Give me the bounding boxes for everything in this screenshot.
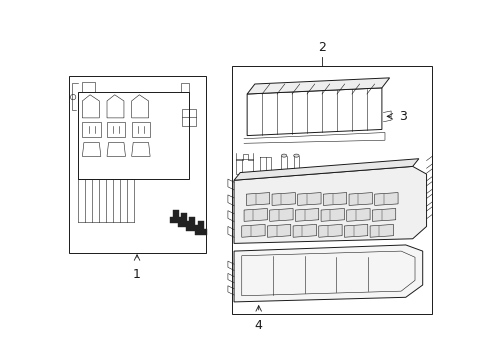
Bar [231, 66, 431, 314]
Polygon shape [244, 208, 267, 221]
Polygon shape [344, 224, 367, 237]
Polygon shape [271, 193, 295, 206]
Bar [68, 76, 205, 253]
Polygon shape [234, 245, 422, 302]
Polygon shape [348, 193, 372, 206]
Text: 2: 2 [317, 41, 325, 54]
Ellipse shape [281, 154, 286, 157]
Bar [235, 159, 252, 174]
Text: 4: 4 [254, 319, 262, 332]
Ellipse shape [293, 174, 299, 177]
Polygon shape [185, 217, 198, 231]
Polygon shape [369, 224, 393, 237]
Polygon shape [321, 208, 344, 221]
Polygon shape [318, 224, 342, 237]
Polygon shape [310, 177, 317, 194]
Polygon shape [329, 177, 337, 194]
Ellipse shape [293, 171, 299, 174]
Polygon shape [374, 193, 397, 206]
Text: 3: 3 [398, 110, 406, 123]
Polygon shape [320, 177, 326, 194]
Polygon shape [178, 213, 190, 227]
Polygon shape [297, 193, 321, 206]
Polygon shape [267, 224, 290, 237]
Polygon shape [246, 193, 269, 206]
Polygon shape [323, 193, 346, 206]
Polygon shape [292, 224, 316, 237]
Polygon shape [246, 78, 389, 94]
Ellipse shape [281, 171, 286, 174]
Polygon shape [170, 210, 182, 223]
Ellipse shape [293, 191, 299, 194]
Polygon shape [295, 208, 318, 221]
Polygon shape [194, 221, 207, 235]
Polygon shape [346, 208, 369, 221]
Polygon shape [241, 224, 264, 237]
Ellipse shape [293, 154, 299, 157]
Polygon shape [234, 159, 418, 180]
Ellipse shape [281, 174, 286, 177]
Polygon shape [320, 188, 326, 205]
Polygon shape [269, 208, 292, 221]
Polygon shape [234, 166, 426, 243]
Ellipse shape [281, 191, 286, 194]
Text: 1: 1 [133, 268, 141, 281]
Polygon shape [329, 188, 337, 205]
Polygon shape [372, 208, 395, 221]
Polygon shape [310, 188, 317, 205]
